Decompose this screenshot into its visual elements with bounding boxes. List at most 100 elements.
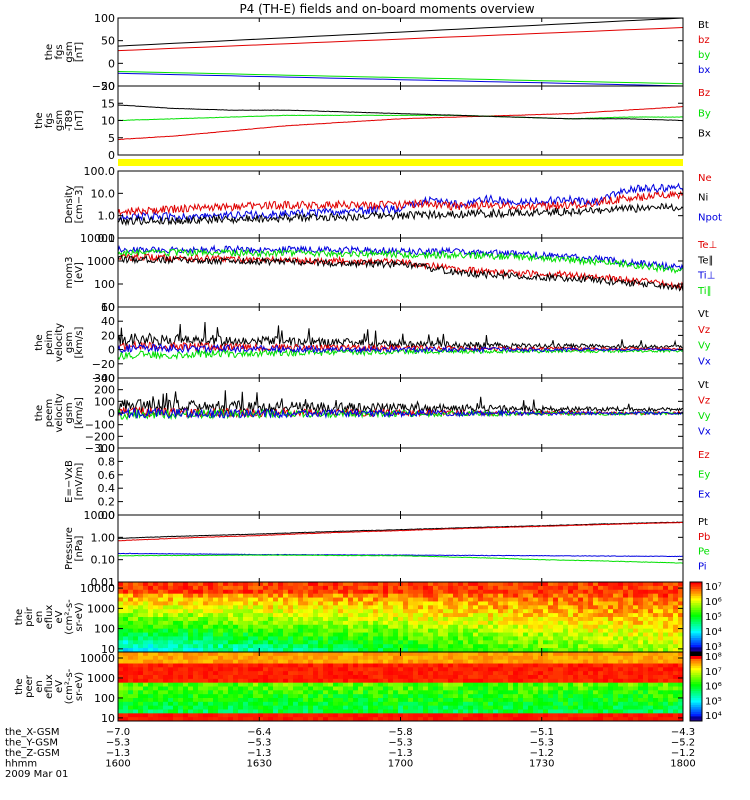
spectrogram-cell [658,705,664,710]
spectrogram-cell [583,698,589,703]
spectrogram-cell [123,640,129,645]
spectrogram-cell [538,609,544,614]
spectrogram-cell [353,698,359,703]
spectrogram-cell [578,617,584,622]
spectrogram-cell [398,690,404,695]
spectrogram-cell [668,613,674,618]
spectrogram-cell [478,713,484,718]
spectrogram-cell [478,624,484,630]
spectrogram-cell [613,659,619,664]
legend-label: Vz [698,325,710,336]
spectrogram-cell [423,694,429,699]
spectrogram-cell [493,690,499,695]
spectrogram-cell [393,709,399,714]
spectrogram-cell [218,663,224,668]
spectrogram-cell [153,694,159,699]
spectrogram-cell [568,705,574,710]
spectrogram-cell [373,582,379,587]
spectrogram-cell [663,636,669,641]
spectrogram-cell [148,601,154,606]
spectrogram-cell [593,663,599,668]
spectrogram-cell [268,698,274,703]
spectrogram-cell [383,678,389,684]
spectrogram-cell [383,624,389,630]
spectrogram-cell [188,582,194,587]
panel-fgs_t89 [117,85,684,156]
spectrogram-cell [243,617,249,622]
spectrogram-cell [503,609,509,614]
spectrogram-cell [238,659,244,664]
spectrogram-cell [508,675,514,680]
spectrogram-cell [283,686,289,691]
spectrogram-cell [273,690,279,695]
spectrogram-cell [628,617,634,622]
spectrogram-cell [673,713,679,718]
spectrogram-cell [263,705,269,710]
spectrogram-cell [618,636,624,641]
spectrogram-cell [628,644,634,649]
spectrogram-cell [513,609,519,614]
spectrogram-cell [138,605,144,610]
spectrogram-cell [143,667,149,672]
spectrogram-cell [168,663,174,668]
spectrogram-cell [418,652,424,657]
spectrogram-cell [213,605,219,610]
spectrogram-cell [398,640,404,645]
spectrogram-cell [243,694,249,699]
spectrogram-cell [233,620,239,626]
spectrogram-cell [118,682,124,687]
spectrogram-cell [538,690,544,695]
spectrogram-cell [603,663,609,668]
spectrogram-cell [463,624,469,630]
spectrogram-cell [678,690,683,695]
spectrogram-cell [318,667,324,672]
spectrogram-cell [618,686,624,691]
spectrogram-cell [433,701,439,707]
spectrogram-cell [678,671,683,676]
spectrogram-cell [463,694,469,699]
spectrogram-cell [343,605,349,610]
spectrogram-cell [423,667,429,672]
spectrogram-cell [203,640,209,645]
spectrogram-cell [323,613,329,618]
spectrogram-cell [263,694,269,699]
spectrogram-cell [278,632,284,637]
spectrogram-cell [408,624,414,630]
spectrogram-cell [283,652,289,657]
spectrogram-cell [598,640,604,645]
spectrogram-cell [328,686,334,691]
spectrogram-cell [588,655,594,661]
spectrogram-cell [398,593,404,598]
spectrogram-cell [333,671,339,676]
spectrogram-cell [408,713,414,718]
spectrogram-cell [578,701,584,707]
spectrogram-cell [238,698,244,703]
spectrogram-cell [323,659,329,664]
spectrogram-cell [448,652,454,657]
spectrogram-cell [388,582,394,587]
spectrogram-cell [678,686,683,691]
spectrogram-cell [388,698,394,703]
spectrogram-cell [318,659,324,664]
spectrogram-cell [638,644,644,649]
spectrogram-cell [573,671,579,676]
spectrogram-cell [638,659,644,664]
legend-label: Npot [698,212,722,223]
spectrogram-cell [193,617,199,622]
spectrogram-cell [553,601,559,606]
spectrogram-cell [273,624,279,630]
spectrogram-cell [313,694,319,699]
spectrogram-cell [548,663,554,668]
spectrogram-cell [483,617,489,622]
spectrogram-cell [508,663,514,668]
spectrogram-cell [238,644,244,649]
spectrogram-cell [468,686,474,691]
spectrogram-cell [333,582,339,587]
spectrogram-cell [653,636,659,641]
spectrogram-cell [358,644,364,649]
spectrogram-cell [218,628,224,633]
spectrogram-cell [198,640,204,645]
spectrogram-cell [123,698,129,703]
spectrogram-cell [453,690,459,695]
spectrogram-cell [593,620,599,626]
